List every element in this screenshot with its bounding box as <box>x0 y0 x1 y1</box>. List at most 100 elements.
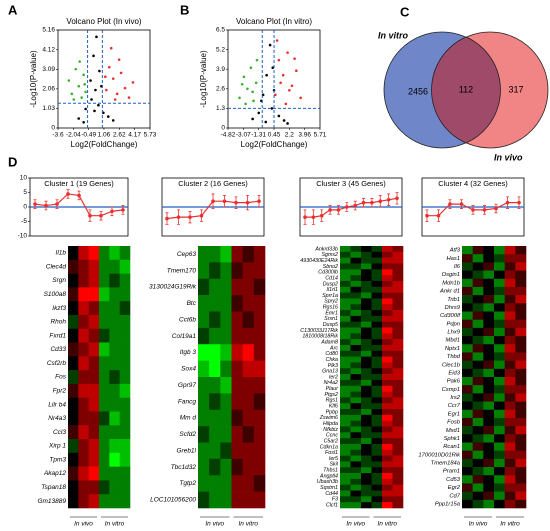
heatmap-cell <box>68 494 79 509</box>
heatmap-cell <box>109 246 120 261</box>
y-tick-label: -5 <box>21 218 27 225</box>
heatmap-cell <box>504 442 516 451</box>
point <box>275 39 279 42</box>
heatmap-cell <box>99 287 110 302</box>
heatmap-cell <box>494 475 505 484</box>
heatmap-cell <box>253 262 266 280</box>
heatmap-cell <box>68 397 79 412</box>
heatmap-cell <box>382 385 393 392</box>
heatmap-cell <box>472 336 484 345</box>
heatmap-cell <box>361 414 372 421</box>
heatmap-cell <box>494 352 505 361</box>
heatmap-cell <box>462 434 473 443</box>
heatmap-cell <box>504 409 516 419</box>
heatmap-cell <box>462 393 473 402</box>
heatmap-cell <box>392 420 404 427</box>
heatmap-cell <box>88 259 100 274</box>
profile-point <box>494 206 498 211</box>
heatmap-cell <box>494 327 505 337</box>
point <box>90 98 93 101</box>
heatmap-cell <box>494 483 505 492</box>
heatmap-cell <box>220 246 232 263</box>
heatmap-cell <box>515 377 527 386</box>
point <box>279 81 282 85</box>
heatmap-cell <box>472 278 484 288</box>
gene-label: Fpr2 <box>53 388 67 395</box>
heatmap-cell <box>361 321 372 328</box>
heatmap-cell <box>119 328 131 343</box>
heatmap-cell <box>472 319 484 329</box>
heatmap-cell <box>392 251 404 258</box>
heatmap-cell <box>78 314 89 330</box>
heatmap-cell <box>515 475 527 484</box>
gene-label: Ppp1r15a <box>435 501 461 507</box>
point <box>293 57 296 60</box>
heatmap-cell <box>209 377 221 394</box>
heatmap-cell <box>504 262 516 271</box>
heatmap-cell <box>472 499 484 509</box>
gene-label: Hilpda <box>323 421 338 427</box>
gene-label: Skil <box>329 462 338 468</box>
heatmap-cell <box>350 432 362 439</box>
point <box>77 117 81 120</box>
heatmap-cell <box>392 455 404 462</box>
heatmap-cell <box>340 257 351 264</box>
gene-label: Gpr97 <box>178 382 196 389</box>
heatmap-cell <box>371 409 383 416</box>
heatmap-cell <box>99 328 110 343</box>
heatmap-cell <box>350 374 362 381</box>
heatmap-cell <box>198 491 210 509</box>
heatmap-cell <box>382 426 393 433</box>
heatmap-cell <box>472 458 484 468</box>
point <box>82 121 85 124</box>
heatmap-cell <box>340 484 351 491</box>
x-tick-label: 2.62 <box>113 132 126 139</box>
profile-point <box>378 199 383 203</box>
heatmap-cell <box>392 333 404 340</box>
heatmap-cell <box>382 432 393 439</box>
heatmap-cell <box>483 434 495 443</box>
heatmap-cell <box>340 251 351 258</box>
heatmap-cell <box>361 315 372 322</box>
heatmap-cell <box>392 315 404 322</box>
heatmap-cell <box>392 484 404 491</box>
heatmap-cell <box>392 414 404 421</box>
gene-label: Srgn <box>52 277 66 284</box>
point <box>111 119 115 122</box>
heatmap-cell <box>382 496 393 503</box>
profile-point <box>303 215 307 219</box>
heatmap-cell <box>242 344 255 361</box>
gene-label: C5ar2 <box>324 438 338 444</box>
heatmap-cell <box>88 452 100 467</box>
heatmap-cell <box>483 458 495 468</box>
heatmap-cell <box>392 426 404 433</box>
heatmap-cell <box>109 494 120 509</box>
heatmap-cell <box>382 298 393 305</box>
heatmap-cell <box>371 356 383 363</box>
heatmap-cell <box>371 286 383 293</box>
heatmap-cell <box>483 417 495 427</box>
point <box>274 93 277 97</box>
gene-label: Fancg <box>178 398 196 405</box>
heatmap-cell <box>119 494 131 509</box>
heatmap-cell <box>371 368 383 375</box>
heatmap-cell <box>515 434 527 443</box>
heatmap-cell <box>371 362 383 369</box>
heatmap-cell <box>371 275 383 282</box>
group-label: In vivo <box>346 521 365 528</box>
heatmap-cell <box>472 393 484 402</box>
gene-label: Klf6 <box>329 404 338 410</box>
heatmap-cell <box>78 397 89 412</box>
gene-label: Has1 <box>446 256 460 262</box>
x-tick-label: 1.06 <box>98 132 111 139</box>
heatmap-cell <box>231 262 243 280</box>
heatmap-cell <box>78 370 89 385</box>
heatmap-cell <box>198 475 210 492</box>
gene-label: Clcf1 <box>326 502 338 508</box>
point <box>84 107 87 111</box>
heatmap-cell <box>515 417 527 427</box>
gene-label: Il1b <box>56 250 67 257</box>
gene-label: Gm13889 <box>37 498 66 505</box>
heatmap-cell <box>483 303 495 312</box>
gene-label: Gna13 <box>322 369 338 375</box>
